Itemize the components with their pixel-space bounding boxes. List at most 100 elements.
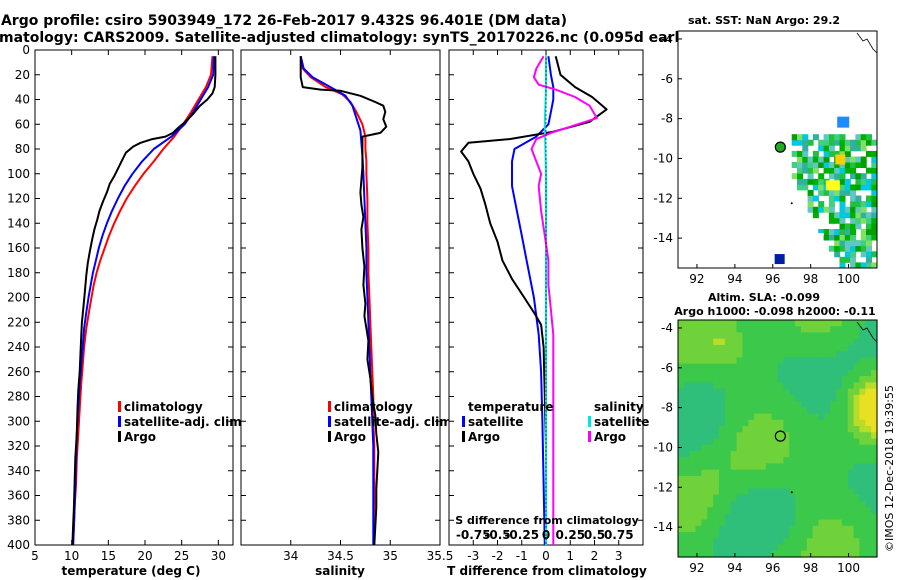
sla-map-cell xyxy=(789,388,796,396)
sst-map-argo-marker xyxy=(774,141,786,153)
sla-map-cell xyxy=(701,544,708,552)
sla-map-cell xyxy=(853,394,861,402)
sla-map-cell xyxy=(824,519,831,527)
sla-map-cell xyxy=(859,538,866,546)
sla-map-cell xyxy=(701,419,708,427)
sla-map-cell xyxy=(795,488,802,496)
sla-map-cell xyxy=(853,426,861,433)
sla-map-cell xyxy=(748,438,755,446)
sst-map-pixel xyxy=(844,223,851,230)
sst-map-pixel xyxy=(860,178,867,185)
sla-map-cell xyxy=(689,388,697,396)
sst-map-pixel xyxy=(828,234,835,241)
sst-map-pixel xyxy=(860,217,867,224)
sst-map-pixel xyxy=(812,134,819,141)
sla-map-cell xyxy=(830,438,837,446)
sst-map-pixel xyxy=(823,162,830,168)
sla-map-cell xyxy=(724,338,732,346)
sla-map-cell xyxy=(771,550,779,558)
sst-map-pixel xyxy=(797,167,803,174)
sla-map-cell xyxy=(759,407,767,415)
sla-map-cell xyxy=(678,401,685,408)
sla-map-cell xyxy=(795,419,802,427)
sst-map-pixel xyxy=(844,251,851,258)
sla-map-cell xyxy=(865,550,872,558)
sla-map-cell xyxy=(865,369,872,377)
sla-map-cell xyxy=(783,344,790,352)
sla-map-cell xyxy=(859,444,866,452)
sla-map-cell xyxy=(783,525,790,533)
sla-map-cell xyxy=(707,438,714,446)
sla-map-cell xyxy=(812,457,820,465)
sla-map-cell xyxy=(683,519,691,527)
sla-map-cell xyxy=(730,426,738,433)
temperature-panel-xtick-label: 30 xyxy=(211,549,226,563)
sla-map-cell xyxy=(859,550,866,558)
sla-map-cell xyxy=(736,444,743,452)
sla-map-cell xyxy=(678,519,685,527)
sla-map-cell xyxy=(713,488,720,496)
sla-map-cell xyxy=(742,326,749,334)
sla-map-cell xyxy=(730,550,738,558)
sla-map-cell xyxy=(795,482,802,489)
sla-map-cell xyxy=(789,494,796,502)
sla-map-cell xyxy=(777,326,784,334)
sla-map-cell xyxy=(707,332,714,340)
sla-map-cell xyxy=(871,444,878,452)
sla-map-cell xyxy=(707,369,714,377)
sla-map-cell xyxy=(806,519,814,527)
sla-map-cell xyxy=(777,513,784,521)
sla-map-cell xyxy=(683,426,691,433)
sla-map-cell xyxy=(730,320,738,327)
sla-map-cell xyxy=(701,532,708,539)
sst-map-pixel xyxy=(855,178,862,185)
sla-map-cell xyxy=(865,482,872,489)
sla-map-cell xyxy=(765,550,773,558)
sla-map-cell xyxy=(695,413,703,421)
sst-map-pixel xyxy=(828,139,835,146)
sla-map-cell xyxy=(742,469,749,477)
sla-map-cell xyxy=(789,525,796,533)
sla-map-cell xyxy=(683,482,691,489)
sla-map-cell xyxy=(724,332,732,340)
sla-map-cell xyxy=(707,525,714,533)
sla-map-cell xyxy=(871,351,878,359)
sla-map-cell xyxy=(789,351,796,359)
sla-map-cell xyxy=(713,320,720,327)
sla-map-cell xyxy=(683,338,691,346)
sla-map-cell xyxy=(836,376,843,383)
temperature-panel-ytick-label: 60 xyxy=(15,117,30,131)
sla-map-title-line2: Argo h1000: -0.098 h2000: -0.11 xyxy=(674,305,875,318)
sla-map-cell xyxy=(830,326,837,334)
temperature-panel-ytick-label: 260 xyxy=(7,365,30,379)
sla-map-cell xyxy=(683,388,691,396)
sla-map-cell xyxy=(683,320,691,327)
sla-map-cell xyxy=(800,351,808,359)
sla-map-cell xyxy=(771,413,779,421)
sla-map-cell xyxy=(701,444,708,452)
sla-map-cell xyxy=(695,438,703,446)
sla-map-cell xyxy=(713,494,720,502)
sla-map-cell xyxy=(736,344,743,352)
sla-map-cell xyxy=(806,388,814,396)
sla-map-cell xyxy=(695,401,703,408)
sla-map-cell xyxy=(783,519,790,527)
sla-map-cell xyxy=(678,488,685,496)
sla-map-cell xyxy=(841,382,849,390)
sla-map-cell xyxy=(754,376,761,383)
sst-map-pixel xyxy=(828,212,835,219)
sla-map-cell xyxy=(718,413,726,421)
sla-map-cell xyxy=(841,500,849,508)
sla-map-cell xyxy=(830,488,837,496)
sst-map-pixel xyxy=(866,150,872,157)
sla-map-cell xyxy=(771,407,779,415)
sla-map-cell xyxy=(777,469,784,477)
sla-map-cell xyxy=(742,338,749,346)
sla-map-cell xyxy=(748,507,755,514)
sst-map-pixel xyxy=(850,229,857,235)
sla-map-cell xyxy=(847,544,855,552)
sla-map-cell xyxy=(824,469,831,477)
sla-map-cell xyxy=(683,463,691,471)
sla-map-cell xyxy=(736,401,743,408)
sla-map-cell xyxy=(701,394,708,402)
